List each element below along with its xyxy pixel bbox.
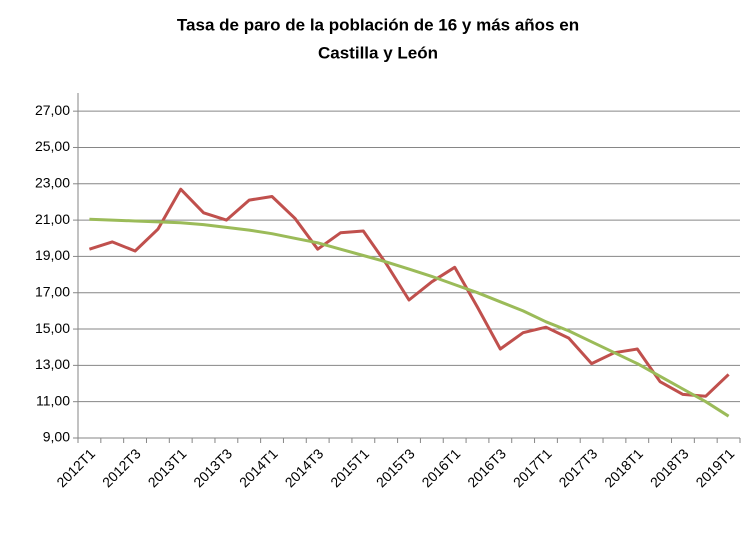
chart-title: Tasa de paro de la población de 16 y más… [177, 15, 579, 34]
x-tick-label: 2015T3 [373, 445, 418, 490]
x-tick-label: 2012T3 [99, 445, 144, 490]
series-line [88, 187, 730, 398]
y-tick-label: 9,00 [43, 429, 70, 445]
y-tick-label: 11,00 [36, 392, 70, 408]
y-tick-label: 21,00 [35, 211, 70, 227]
chart-title: Castilla y León [318, 43, 438, 62]
x-tick-label: 2017T1 [510, 445, 555, 490]
y-tick-label: 27,00 [35, 102, 70, 118]
x-tick-label: 2017T3 [555, 445, 600, 490]
x-tick-label: 2019T1 [692, 445, 737, 490]
x-tick-label: 2016T3 [464, 445, 509, 490]
x-tick-label: 2018T3 [647, 445, 692, 490]
x-tick-label: 2016T1 [419, 445, 464, 490]
x-tick-label: 2012T1 [53, 445, 98, 490]
y-tick-label: 13,00 [35, 356, 70, 372]
x-tick-label: 2013T1 [145, 445, 190, 490]
y-tick-label: 25,00 [35, 138, 70, 154]
x-tick-label: 2013T3 [190, 445, 235, 490]
x-tick-label: 2014T3 [282, 445, 327, 490]
y-tick-label: 17,00 [35, 283, 70, 299]
x-tick-label: 2018T1 [601, 445, 646, 490]
y-tick-label: 19,00 [35, 247, 70, 263]
series-line [89, 217, 730, 418]
y-tick-label: 23,00 [35, 174, 70, 190]
x-tick-label: 2014T1 [236, 445, 281, 490]
y-tick-label: 15,00 [35, 320, 70, 336]
x-tick-label: 2015T1 [327, 445, 372, 490]
